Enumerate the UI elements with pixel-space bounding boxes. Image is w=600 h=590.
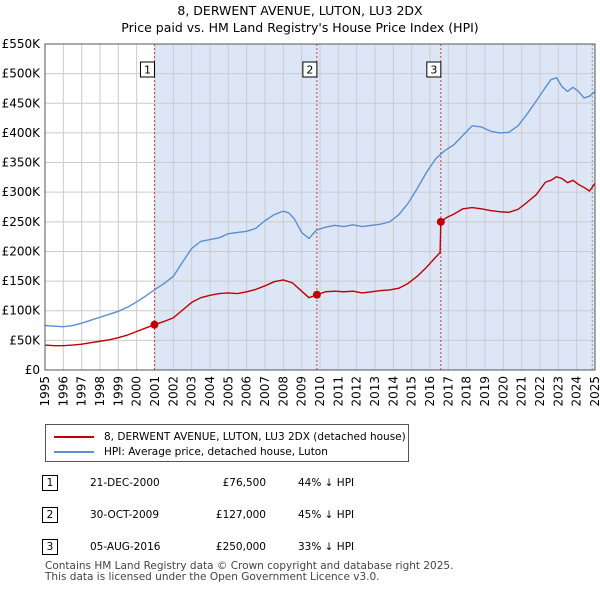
sale-point: [312, 290, 321, 299]
x-tick-label: 2014: [386, 376, 400, 407]
x-tick-label: 2004: [203, 376, 217, 407]
y-tick-label: £400K: [2, 126, 42, 140]
chart-title: 8, DERWENT AVENUE, LUTON, LU3 2DX Price …: [0, 2, 600, 36]
sale-label-text: 2: [306, 64, 313, 77]
x-tick-label: 1997: [75, 376, 89, 407]
sale-price: £250,000: [215, 541, 266, 553]
sale-label-text: 1: [144, 64, 151, 77]
x-tick-label: 1998: [93, 376, 107, 407]
x-tick-label: 2010: [313, 376, 327, 407]
chart-svg: 1 2 3 £0 £50K £100K £150K £200K £250K £300K £350K…: [2, 37, 600, 407]
x-tick-label: 2023: [551, 376, 565, 407]
sale-date: 21-DEC-2000: [90, 477, 160, 489]
x-tick-label: 2000: [130, 376, 144, 407]
y-tick-label: £50K: [9, 333, 41, 347]
x-tick-label: 2009: [295, 376, 309, 407]
axis-labels: £0 £50K £100K £150K £200K £250K £300K £350K £400…: [2, 37, 600, 407]
y-tick-label: £100K: [2, 304, 42, 318]
footer-line2: This data is licensed under the Open Gov…: [45, 571, 380, 583]
sale-hpi-diff: 44% ↓ HPI: [298, 477, 355, 489]
x-tick-label: 2002: [166, 376, 180, 407]
legend-label-hpi: HPI: Average price, detached house, Luto…: [104, 446, 328, 458]
x-tick-label: 2019: [478, 376, 492, 407]
x-tick-label: 1999: [111, 376, 125, 407]
sale-hpi-diff: 45% ↓ HPI: [298, 509, 355, 521]
sale-number-badge: 1: [42, 475, 58, 491]
x-tick-label: 2015: [405, 376, 419, 407]
y-tick-label: £550K: [2, 37, 42, 51]
x-tick-label: 2003: [185, 376, 199, 407]
x-tick-label: 2006: [240, 376, 254, 407]
sale-label-box: [139, 61, 155, 78]
x-tick-label: 2022: [533, 376, 547, 407]
hpi-line: [44, 77, 596, 328]
sale-label-text: 3: [430, 64, 437, 77]
legend-swatch-property: [54, 436, 94, 438]
sale-points: [150, 217, 445, 329]
sale-price: £127,000: [215, 509, 266, 521]
x-tick-label: 2012: [350, 376, 364, 407]
sale-label-boxes: 1 2 3: [139, 61, 442, 78]
x-tick-label: 2005: [221, 376, 235, 407]
sale-hpi-diff: 33% ↓ HPI: [298, 541, 355, 553]
y-tick-label: £500K: [2, 67, 42, 81]
footer-attribution: Contains HM Land Registry data © Crown c…: [45, 561, 453, 583]
footer-line1: Contains HM Land Registry data © Crown c…: [45, 560, 454, 572]
x-tick-label: 2016: [423, 376, 437, 407]
x-tick-label: 2018: [460, 376, 474, 407]
sale-band: [440, 44, 595, 370]
y-tick-label: £450K: [2, 96, 42, 110]
y-tick-label: £250K: [2, 215, 42, 229]
sale-date: 30-OCT-2009: [90, 509, 159, 521]
sale-row: 2 30-OCT-2009 £127,000 45% ↓ HPI: [42, 507, 442, 525]
x-tick-label: 2011: [331, 376, 345, 407]
series-lines: [44, 77, 596, 347]
sale-number-badge: 2: [42, 507, 58, 523]
sale-point: [150, 320, 159, 329]
x-tick-label: 1996: [56, 376, 70, 407]
sale-band: [316, 44, 441, 370]
legend-item-hpi: HPI: Average price, detached house, Luto…: [54, 445, 328, 459]
chart-title-line2: Price paid vs. HM Land Registry's House …: [121, 20, 479, 35]
y-tick-label: £0: [25, 363, 40, 377]
legend-label-property: 8, DERWENT AVENUE, LUTON, LU3 2DX (detac…: [104, 431, 406, 443]
sale-date: 05-AUG-2016: [90, 541, 161, 553]
y-tick-label: £300K: [2, 185, 42, 199]
legend: 8, DERWENT AVENUE, LUTON, LU3 2DX (detac…: [45, 424, 409, 462]
y-tick-label: £200K: [2, 244, 42, 258]
x-tick-label: 2007: [258, 376, 272, 407]
sale-point: [436, 217, 445, 226]
property-price-line: [44, 176, 596, 347]
sale-number-badge: 3: [42, 539, 58, 555]
legend-item-property: 8, DERWENT AVENUE, LUTON, LU3 2DX (detac…: [54, 430, 406, 444]
sale-label-box: [426, 61, 442, 78]
y-tick-label: £150K: [2, 274, 42, 288]
x-tick-label: 1995: [38, 376, 52, 407]
x-tick-label: 2013: [368, 376, 382, 407]
chart-title-line1: 8, DERWENT AVENUE, LUTON, LU3 2DX: [177, 3, 423, 18]
y-tick-label: £350K: [2, 156, 42, 170]
x-tick-label: 2020: [496, 376, 510, 407]
sale-label-box: [302, 61, 318, 78]
sale-price: £76,500: [222, 477, 266, 489]
sale-row: 1 21-DEC-2000 £76,500 44% ↓ HPI: [42, 475, 442, 493]
x-tick-label: 2008: [276, 376, 290, 407]
sale-row: 3 05-AUG-2016 £250,000 33% ↓ HPI: [42, 539, 442, 557]
x-tick-label: 2025: [588, 376, 600, 407]
plot-border: [44, 43, 596, 371]
x-tick-label: 2021: [515, 376, 529, 407]
sale-band: [154, 44, 317, 370]
x-tick-label: 2001: [148, 376, 162, 407]
x-tick-label: 2017: [441, 376, 455, 407]
legend-swatch-hpi: [54, 451, 94, 453]
x-tick-label: 2024: [570, 376, 584, 407]
